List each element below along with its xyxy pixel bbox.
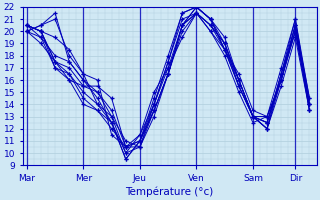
X-axis label: Température (°c): Température (°c) [125,186,214,197]
